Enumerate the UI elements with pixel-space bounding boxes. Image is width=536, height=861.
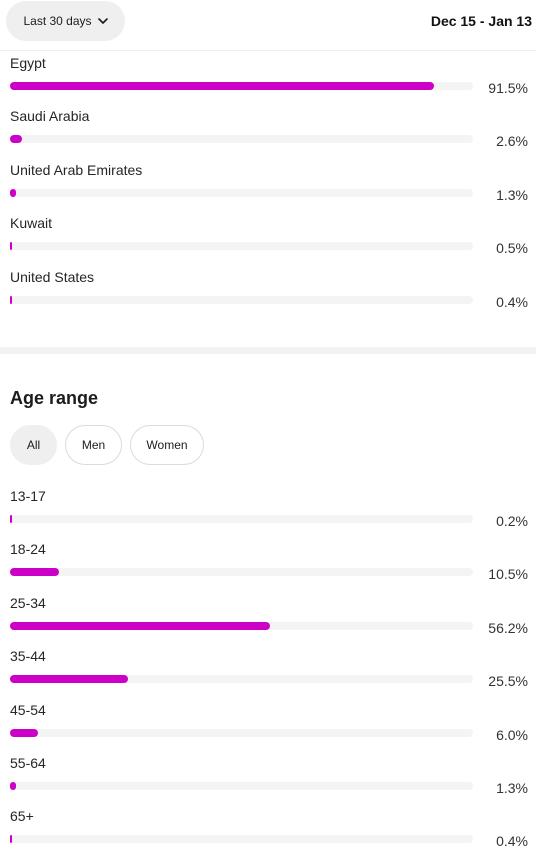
age-label: 55-64 <box>10 755 46 771</box>
location-row: Egypt 91.5% <box>0 55 536 108</box>
filter-all-button[interactable]: All <box>10 425 57 465</box>
age-label: 65+ <box>10 808 34 824</box>
location-label: Saudi Arabia <box>10 108 90 124</box>
top-locations-list: Egypt 91.5% Saudi Arabia 2.6% United Ara… <box>0 0 536 340</box>
progress-track <box>10 835 473 843</box>
progress-track <box>10 189 473 197</box>
age-label: 13-17 <box>10 488 46 504</box>
progress-fill <box>10 82 434 90</box>
location-row: Kuwait 0.5% <box>0 215 536 268</box>
progress-fill <box>10 189 17 197</box>
age-label: 18-24 <box>10 541 46 557</box>
location-label: United Arab Emirates <box>10 162 143 178</box>
progress-track <box>10 782 473 790</box>
progress-fill <box>10 242 13 250</box>
age-label: 45-54 <box>10 702 46 718</box>
location-row: Saudi Arabia 2.6% <box>0 108 536 161</box>
progress-fill <box>10 729 38 737</box>
percent-value: 0.4% <box>496 833 528 849</box>
location-row: United States 0.4% <box>0 269 536 322</box>
age-row: 65+ 0.4% <box>0 808 536 861</box>
percent-value: 0.2% <box>496 513 528 529</box>
age-row: 25-34 56.2% <box>0 595 536 648</box>
percent-value: 10.5% <box>488 566 528 582</box>
progress-fill <box>10 622 271 630</box>
progress-fill <box>10 515 12 523</box>
progress-fill <box>10 135 23 143</box>
location-label: United States <box>10 269 95 285</box>
age-row: 13-17 0.2% <box>0 488 536 541</box>
progress-track <box>10 675 473 683</box>
percent-value: 0.5% <box>496 240 528 256</box>
location-label: Egypt <box>10 55 46 71</box>
age-label: 25-34 <box>10 595 46 611</box>
date-range-dropdown[interactable]: Last 30 days <box>6 1 125 41</box>
progress-track <box>10 622 473 630</box>
percent-value: 2.6% <box>496 133 528 149</box>
percent-value: 91.5% <box>488 80 528 96</box>
progress-fill <box>10 675 129 683</box>
filter-men-button[interactable]: Men <box>65 425 122 465</box>
date-range-dropdown-label: Last 30 days <box>23 14 92 28</box>
age-row: 45-54 6.0% <box>0 702 536 755</box>
filter-women-button[interactable]: Women <box>130 425 204 465</box>
percent-value: 25.5% <box>488 673 528 689</box>
percent-value: 56.2% <box>488 620 528 636</box>
progress-track <box>10 729 473 737</box>
percent-value: 1.3% <box>496 187 528 203</box>
age-row: 35-44 25.5% <box>0 648 536 701</box>
progress-fill <box>10 782 17 790</box>
location-label: Kuwait <box>10 215 53 231</box>
percent-value: 1.3% <box>496 780 528 796</box>
percent-value: 6.0% <box>496 727 528 743</box>
progress-fill <box>10 835 12 843</box>
date-range-text: Dec 15 - Jan 13 <box>430 13 532 29</box>
progress-track <box>10 515 473 523</box>
progress-fill <box>10 568 59 576</box>
age-label: 35-44 <box>10 648 46 664</box>
age-row: 55-64 1.3% <box>0 755 536 808</box>
progress-fill <box>10 296 12 304</box>
progress-track <box>10 296 473 304</box>
progress-track <box>10 568 473 576</box>
progress-track <box>10 82 473 90</box>
progress-track <box>10 242 473 250</box>
location-row: United Arab Emirates 1.3% <box>0 162 536 215</box>
chevron-down-icon <box>97 17 108 25</box>
section-title: Age range <box>10 388 99 408</box>
age-row: 18-24 10.5% <box>0 541 536 594</box>
section-divider <box>0 347 536 354</box>
percent-value: 0.4% <box>496 294 528 310</box>
top-bar: Last 30 days Dec 15 - Jan 13 <box>0 0 536 51</box>
progress-track <box>10 135 473 143</box>
